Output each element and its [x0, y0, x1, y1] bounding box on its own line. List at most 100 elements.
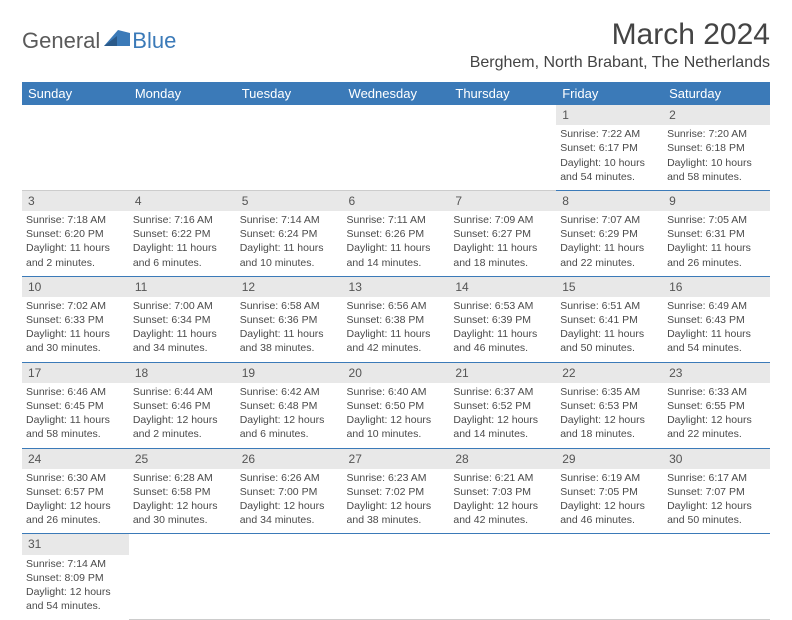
- daylight-text: Daylight: 10 hours and 54 minutes.: [560, 156, 659, 184]
- sunrise-text: Sunrise: 6:33 AM: [667, 385, 766, 399]
- sunset-text: Sunset: 6:20 PM: [26, 227, 125, 241]
- daylight-text: Daylight: 12 hours and 54 minutes.: [26, 585, 125, 613]
- sunrise-text: Sunrise: 6:26 AM: [240, 471, 339, 485]
- sunrise-text: Sunrise: 7:22 AM: [560, 127, 659, 141]
- daylight-text: Daylight: 11 hours and 58 minutes.: [26, 413, 125, 441]
- daylight-text: Daylight: 12 hours and 50 minutes.: [667, 499, 766, 527]
- info-row: Sunrise: 6:30 AMSunset: 6:57 PMDaylight:…: [22, 469, 770, 534]
- day-cell: Sunrise: 6:37 AMSunset: 6:52 PMDaylight:…: [449, 383, 556, 448]
- sunset-text: Sunset: 6:36 PM: [240, 313, 339, 327]
- sunset-text: Sunset: 6:34 PM: [133, 313, 232, 327]
- day-number: 1: [556, 105, 663, 125]
- header: General Blue March 2024 Berghem, North B…: [22, 18, 770, 78]
- sunset-text: Sunset: 6:57 PM: [26, 485, 125, 499]
- day-cell: Sunrise: 6:44 AMSunset: 6:46 PMDaylight:…: [129, 383, 236, 448]
- month-title: March 2024: [470, 18, 770, 52]
- day-number: 23: [663, 362, 770, 383]
- day-number: [343, 534, 450, 555]
- day-cell: Sunrise: 6:17 AMSunset: 7:07 PMDaylight:…: [663, 469, 770, 534]
- info-row: Sunrise: 7:14 AMSunset: 8:09 PMDaylight:…: [22, 555, 770, 620]
- sunset-text: Sunset: 6:27 PM: [453, 227, 552, 241]
- daynum-row: 31: [22, 534, 770, 555]
- daynum-row: 3456789: [22, 190, 770, 211]
- sunset-text: Sunset: 7:00 PM: [240, 485, 339, 499]
- day-number: 5: [236, 190, 343, 211]
- daynum-row: 12: [22, 105, 770, 125]
- weekday-header: Sunday: [22, 82, 129, 105]
- day-number: 26: [236, 448, 343, 469]
- day-cell: Sunrise: 6:33 AMSunset: 6:55 PMDaylight:…: [663, 383, 770, 448]
- info-row: Sunrise: 7:22 AMSunset: 6:17 PMDaylight:…: [22, 125, 770, 190]
- sunrise-text: Sunrise: 7:00 AM: [133, 299, 232, 313]
- day-number: 22: [556, 362, 663, 383]
- sunrise-text: Sunrise: 6:19 AM: [560, 471, 659, 485]
- day-number: 12: [236, 276, 343, 297]
- sunrise-text: Sunrise: 7:16 AM: [133, 213, 232, 227]
- day-number: 24: [22, 448, 129, 469]
- sunset-text: Sunset: 7:03 PM: [453, 485, 552, 499]
- daylight-text: Daylight: 12 hours and 26 minutes.: [26, 499, 125, 527]
- day-cell: [236, 125, 343, 190]
- sunset-text: Sunset: 6:24 PM: [240, 227, 339, 241]
- day-number: [236, 534, 343, 555]
- sunrise-text: Sunrise: 6:49 AM: [667, 299, 766, 313]
- daylight-text: Daylight: 11 hours and 42 minutes.: [347, 327, 446, 355]
- info-row: Sunrise: 7:02 AMSunset: 6:33 PMDaylight:…: [22, 297, 770, 362]
- flag-icon: [104, 28, 130, 54]
- daylight-text: Daylight: 12 hours and 38 minutes.: [347, 499, 446, 527]
- sunset-text: Sunset: 6:31 PM: [667, 227, 766, 241]
- day-number: 4: [129, 190, 236, 211]
- daylight-text: Daylight: 11 hours and 10 minutes.: [240, 241, 339, 269]
- day-cell: [129, 555, 236, 620]
- day-cell: Sunrise: 7:02 AMSunset: 6:33 PMDaylight:…: [22, 297, 129, 362]
- day-number: 20: [343, 362, 450, 383]
- day-number: 30: [663, 448, 770, 469]
- weekday-header: Tuesday: [236, 82, 343, 105]
- day-cell: Sunrise: 6:53 AMSunset: 6:39 PMDaylight:…: [449, 297, 556, 362]
- sunset-text: Sunset: 6:26 PM: [347, 227, 446, 241]
- daynum-row: 24252627282930: [22, 448, 770, 469]
- day-cell: Sunrise: 6:19 AMSunset: 7:05 PMDaylight:…: [556, 469, 663, 534]
- day-number: 6: [343, 190, 450, 211]
- daylight-text: Daylight: 12 hours and 42 minutes.: [453, 499, 552, 527]
- sunset-text: Sunset: 6:50 PM: [347, 399, 446, 413]
- sunrise-text: Sunrise: 6:28 AM: [133, 471, 232, 485]
- daylight-text: Daylight: 10 hours and 58 minutes.: [667, 156, 766, 184]
- day-cell: Sunrise: 6:42 AMSunset: 6:48 PMDaylight:…: [236, 383, 343, 448]
- weekday-header: Thursday: [449, 82, 556, 105]
- daylight-text: Daylight: 11 hours and 34 minutes.: [133, 327, 232, 355]
- day-number: 10: [22, 276, 129, 297]
- sunset-text: Sunset: 6:41 PM: [560, 313, 659, 327]
- daylight-text: Daylight: 12 hours and 46 minutes.: [560, 499, 659, 527]
- day-number: 19: [236, 362, 343, 383]
- day-cell: Sunrise: 6:35 AMSunset: 6:53 PMDaylight:…: [556, 383, 663, 448]
- day-cell: [343, 125, 450, 190]
- day-number: 16: [663, 276, 770, 297]
- daylight-text: Daylight: 11 hours and 14 minutes.: [347, 241, 446, 269]
- logo-text-2: Blue: [132, 28, 176, 54]
- day-number: 7: [449, 190, 556, 211]
- day-number: [449, 534, 556, 555]
- day-cell: Sunrise: 6:26 AMSunset: 7:00 PMDaylight:…: [236, 469, 343, 534]
- sunset-text: Sunset: 6:38 PM: [347, 313, 446, 327]
- sunrise-text: Sunrise: 7:07 AM: [560, 213, 659, 227]
- daylight-text: Daylight: 11 hours and 50 minutes.: [560, 327, 659, 355]
- sunrise-text: Sunrise: 6:40 AM: [347, 385, 446, 399]
- sunrise-text: Sunrise: 7:09 AM: [453, 213, 552, 227]
- weekday-header: Wednesday: [343, 82, 450, 105]
- sunrise-text: Sunrise: 7:11 AM: [347, 213, 446, 227]
- daylight-text: Daylight: 11 hours and 26 minutes.: [667, 241, 766, 269]
- day-number: [22, 105, 129, 125]
- daylight-text: Daylight: 12 hours and 22 minutes.: [667, 413, 766, 441]
- logo: General Blue: [22, 28, 176, 54]
- sunrise-text: Sunrise: 7:05 AM: [667, 213, 766, 227]
- day-cell: Sunrise: 7:20 AMSunset: 6:18 PMDaylight:…: [663, 125, 770, 190]
- day-number: 15: [556, 276, 663, 297]
- day-cell: [343, 555, 450, 620]
- day-cell: [236, 555, 343, 620]
- day-number: 8: [556, 190, 663, 211]
- sunset-text: Sunset: 8:09 PM: [26, 571, 125, 585]
- sunset-text: Sunset: 6:48 PM: [240, 399, 339, 413]
- sunset-text: Sunset: 6:52 PM: [453, 399, 552, 413]
- daylight-text: Daylight: 12 hours and 10 minutes.: [347, 413, 446, 441]
